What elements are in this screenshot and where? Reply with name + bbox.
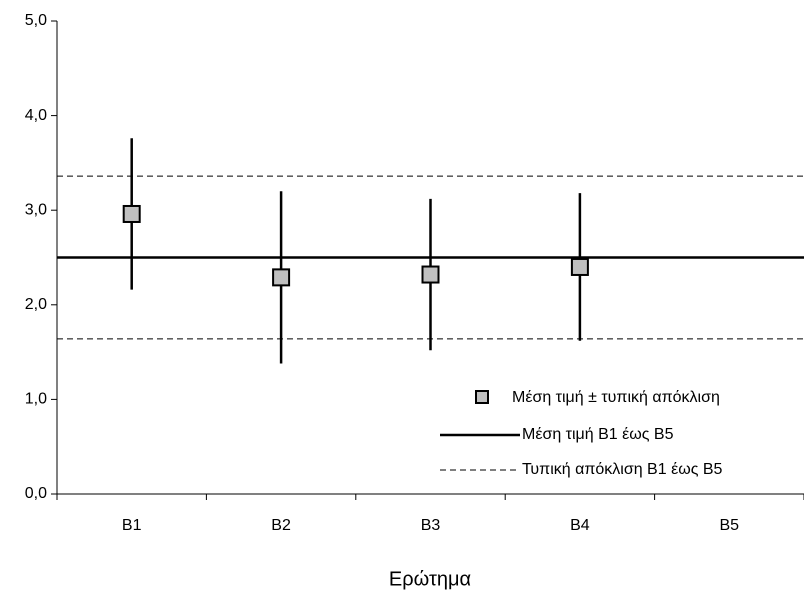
y-tick-label: 3,0: [25, 201, 47, 218]
legend-label: Τυπική απόκλιση Β1 έως Β5: [522, 461, 723, 478]
x-tick-label: Β1: [122, 517, 142, 534]
x-axis-label: Ερώτημα: [389, 568, 471, 590]
y-tick-label: 1,0: [25, 391, 47, 408]
x-tick-label: Β2: [271, 517, 291, 534]
x-tick-label: Β4: [570, 517, 590, 534]
y-tick-label: 4,0: [25, 107, 47, 124]
mean-marker: [570, 257, 589, 276]
y-tick-label: 2,0: [25, 296, 47, 313]
legend-marker: [475, 390, 489, 404]
mean-marker: [122, 204, 141, 223]
legend-label: Μέση τιμή Β1 έως Β5: [522, 426, 674, 443]
y-tick-label: 0,0: [25, 485, 47, 502]
mean-marker: [421, 265, 440, 284]
x-tick-label: Β3: [421, 517, 441, 534]
mean-marker: [272, 268, 291, 287]
x-tick-label: Β5: [720, 517, 740, 534]
y-tick-label: 5,0: [25, 12, 47, 29]
legend-label: Μέση τιμή ± τυπική απόκλιση: [512, 389, 720, 406]
